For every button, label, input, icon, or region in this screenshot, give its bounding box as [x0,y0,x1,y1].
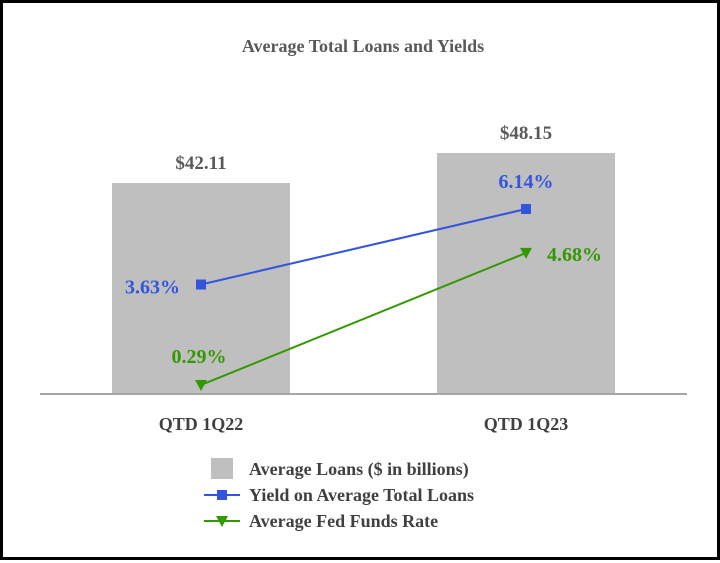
legend-label-average-loans: Average Loans ($ in billions) [249,459,469,480]
category-label-qtd-1q22: QTD 1Q22 [159,414,244,434]
bar-qtd-1q23 [437,153,615,394]
point-average-fed-funds-rate-qtd-1q22 [195,380,207,391]
bar-value-label-qtd-1q22: $42.11 [175,153,226,174]
point-yield-on-average-total-loans-qtd-1q22 [196,279,206,290]
chart-svg: Average Total Loans and Yields $42.11 $48… [40,36,687,531]
point-average-fed-funds-rate-qtd-1q23 [520,247,532,259]
lines-layer [195,204,532,391]
data-label-yield-on-average-total-loans-qtd-1q23: 6.14% [499,171,554,193]
bar-value-label-qtd-1q23: $48.15 [500,123,552,144]
bars-layer [112,153,615,394]
legend-marker-fed-funds [216,516,228,527]
chart-title: Average Total Loans and Yields [242,36,484,56]
legend: Average Loans ($ in billions) Yield on A… [204,458,474,531]
series-line-average-fed-funds-rate [200,251,527,386]
labels-layer: $42.11 $48.15 QTD 1Q22 QTD 1Q23 3.63% 6.14% 0.… [125,123,602,434]
legend-label-fed-funds: Average Fed Funds Rate [249,511,438,531]
data-label-average-fed-funds-rate-qtd-1q23: 4.68% [547,244,602,266]
series-line-yield-on-average-total-loans [200,208,527,286]
point-yield-on-average-total-loans-qtd-1q23 [521,204,531,214]
legend-label-yield: Yield on Average Total Loans [249,485,474,505]
legend-marker-yield [217,490,227,500]
data-label-average-fed-funds-rate-qtd-1q22: 0.29% [172,346,227,368]
data-label-yield-on-average-total-loans-qtd-1q22: 3.63% [125,277,180,299]
legend-swatch-average-loans [211,458,233,479]
category-label-qtd-1q23: QTD 1Q23 [484,414,569,434]
